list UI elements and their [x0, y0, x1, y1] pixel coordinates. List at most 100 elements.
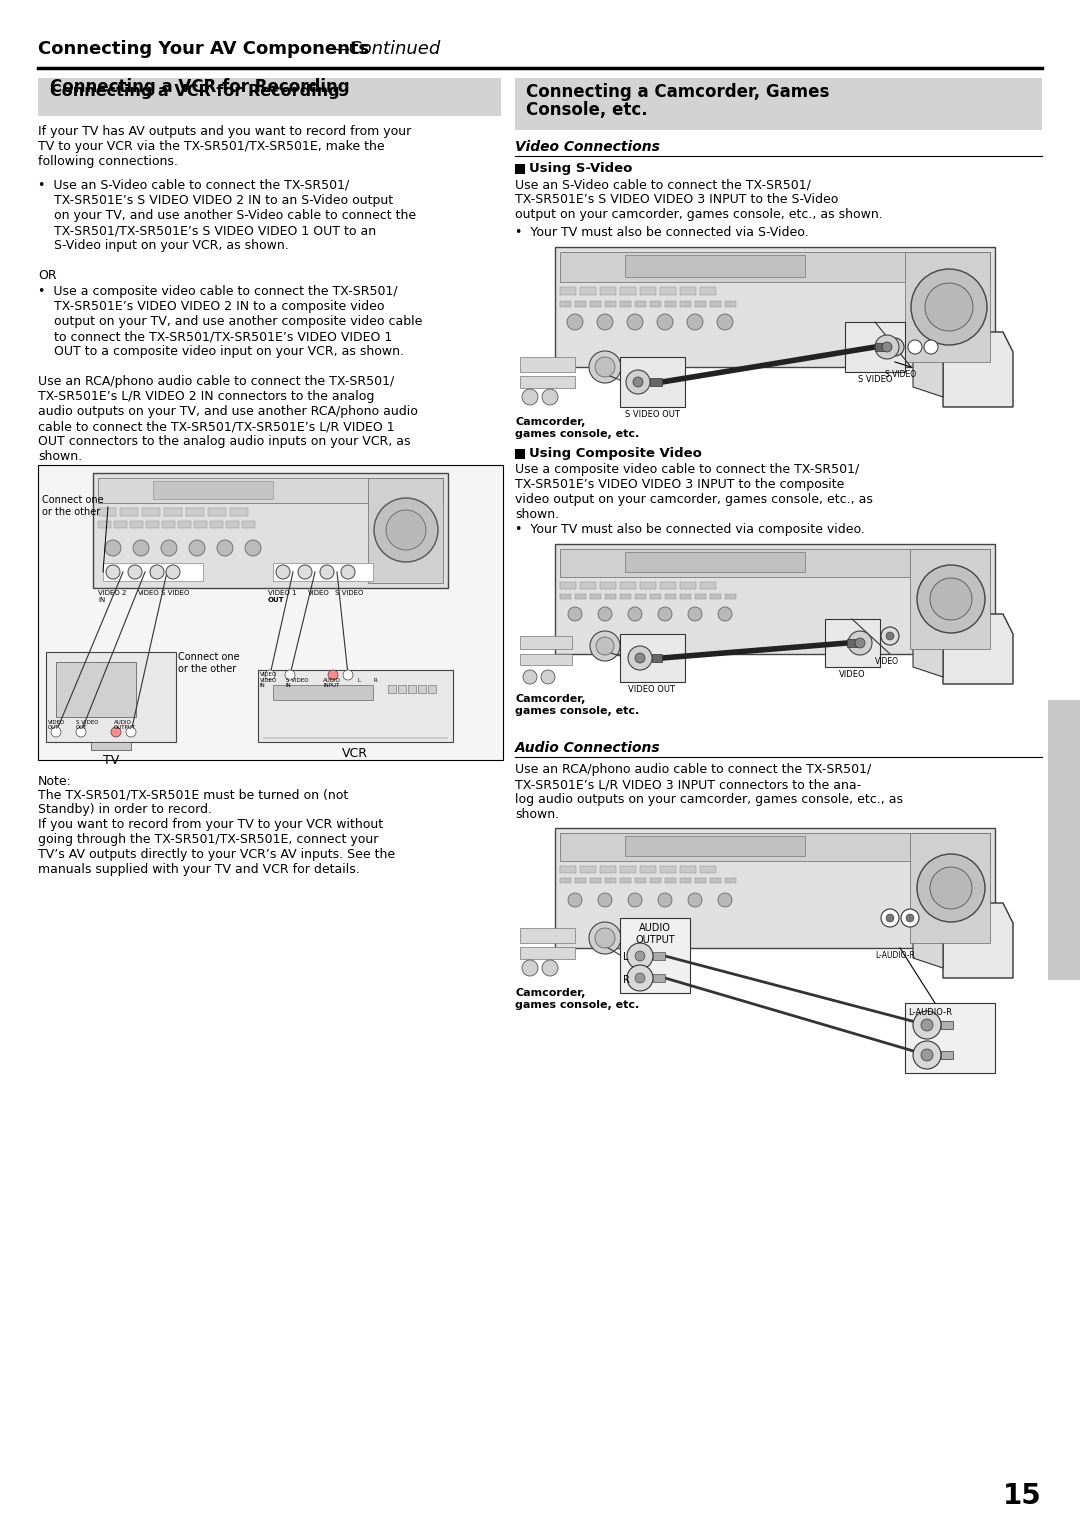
- Circle shape: [906, 914, 914, 921]
- Circle shape: [882, 342, 892, 351]
- Bar: [580, 582, 596, 588]
- Bar: [620, 594, 631, 599]
- Text: VCR: VCR: [342, 747, 368, 759]
- Bar: [625, 552, 805, 571]
- Bar: [650, 594, 661, 599]
- Bar: [580, 866, 596, 872]
- Bar: [164, 507, 183, 516]
- Bar: [910, 833, 990, 943]
- Bar: [428, 685, 436, 694]
- Bar: [680, 287, 696, 295]
- Bar: [905, 1002, 995, 1073]
- Text: Connect one
or the other: Connect one or the other: [42, 495, 104, 516]
- Bar: [178, 521, 191, 529]
- Bar: [561, 549, 990, 578]
- Text: AUDIO: AUDIO: [323, 678, 341, 683]
- Circle shape: [542, 960, 558, 976]
- Bar: [635, 301, 646, 307]
- Bar: [680, 594, 691, 599]
- Polygon shape: [913, 342, 943, 397]
- Bar: [640, 866, 656, 872]
- Circle shape: [627, 646, 652, 669]
- Bar: [640, 287, 656, 295]
- Text: OUT: OUT: [48, 724, 59, 730]
- Circle shape: [522, 390, 538, 405]
- Polygon shape: [943, 903, 1013, 978]
- Circle shape: [343, 669, 353, 680]
- Text: Console, etc.: Console, etc.: [526, 101, 648, 119]
- Circle shape: [901, 909, 919, 927]
- Text: If your TV has AV outputs and you want to record from your
TV to your VCR via th: If your TV has AV outputs and you want t…: [38, 125, 411, 168]
- Bar: [515, 449, 525, 458]
- Bar: [273, 685, 373, 700]
- Bar: [605, 879, 616, 883]
- Text: OUTPUT: OUTPUT: [114, 724, 136, 730]
- Circle shape: [635, 950, 645, 961]
- Bar: [561, 879, 571, 883]
- Bar: [561, 252, 990, 283]
- Bar: [399, 685, 406, 694]
- Circle shape: [320, 565, 334, 579]
- Circle shape: [633, 377, 643, 387]
- Bar: [515, 163, 525, 174]
- Bar: [660, 287, 676, 295]
- Bar: [230, 507, 248, 516]
- Bar: [605, 301, 616, 307]
- Text: Connecting a VCR for Recording: Connecting a VCR for Recording: [50, 84, 339, 99]
- Bar: [640, 582, 656, 588]
- Circle shape: [913, 1012, 941, 1039]
- Circle shape: [541, 669, 555, 685]
- Circle shape: [627, 313, 643, 330]
- Bar: [660, 866, 676, 872]
- Bar: [680, 866, 696, 872]
- Circle shape: [76, 727, 86, 736]
- Text: IN: IN: [260, 683, 266, 688]
- Bar: [725, 301, 735, 307]
- Polygon shape: [943, 332, 1013, 406]
- Bar: [555, 828, 995, 947]
- Text: L: L: [623, 952, 629, 963]
- Text: Note:: Note:: [38, 775, 72, 788]
- Circle shape: [635, 973, 645, 983]
- Bar: [680, 879, 691, 883]
- Bar: [600, 866, 616, 872]
- Circle shape: [129, 565, 141, 579]
- Bar: [620, 866, 636, 872]
- Text: Continued: Continued: [348, 40, 441, 58]
- Circle shape: [126, 727, 136, 736]
- Circle shape: [150, 565, 164, 579]
- Text: S VIDEO: S VIDEO: [858, 374, 892, 384]
- Text: INPUT: INPUT: [323, 683, 339, 688]
- Text: Camcorder,
games console, etc.: Camcorder, games console, etc.: [515, 417, 639, 439]
- Text: •  Use an S-Video cable to connect the TX-SR501/
    TX-SR501E’s S VIDEO VIDEO 2: • Use an S-Video cable to connect the TX…: [38, 179, 416, 252]
- Bar: [620, 634, 685, 681]
- Circle shape: [924, 283, 973, 332]
- Text: S VIDEO: S VIDEO: [161, 590, 189, 596]
- Bar: [620, 582, 636, 588]
- Bar: [555, 544, 995, 654]
- Text: R: R: [373, 678, 377, 683]
- Bar: [162, 521, 175, 529]
- Text: OUT: OUT: [268, 597, 285, 604]
- Bar: [625, 836, 805, 856]
- Text: •  Your TV must also be connected via S-Video.: • Your TV must also be connected via S-V…: [515, 226, 809, 238]
- Text: VIDEO: VIDEO: [260, 672, 278, 677]
- Text: Connecting Your AV Components: Connecting Your AV Components: [38, 40, 369, 58]
- Circle shape: [635, 652, 645, 663]
- Circle shape: [886, 914, 894, 921]
- Text: S VIDEO: S VIDEO: [885, 370, 916, 379]
- Circle shape: [886, 633, 894, 640]
- Circle shape: [189, 539, 205, 556]
- Bar: [575, 879, 586, 883]
- Circle shape: [217, 539, 233, 556]
- Bar: [652, 654, 662, 662]
- Circle shape: [111, 727, 121, 736]
- Bar: [519, 927, 575, 943]
- Circle shape: [522, 960, 538, 976]
- Bar: [650, 377, 662, 387]
- Bar: [875, 342, 887, 351]
- Circle shape: [568, 892, 582, 908]
- Bar: [825, 619, 880, 668]
- Text: R: R: [623, 975, 630, 986]
- Bar: [710, 594, 721, 599]
